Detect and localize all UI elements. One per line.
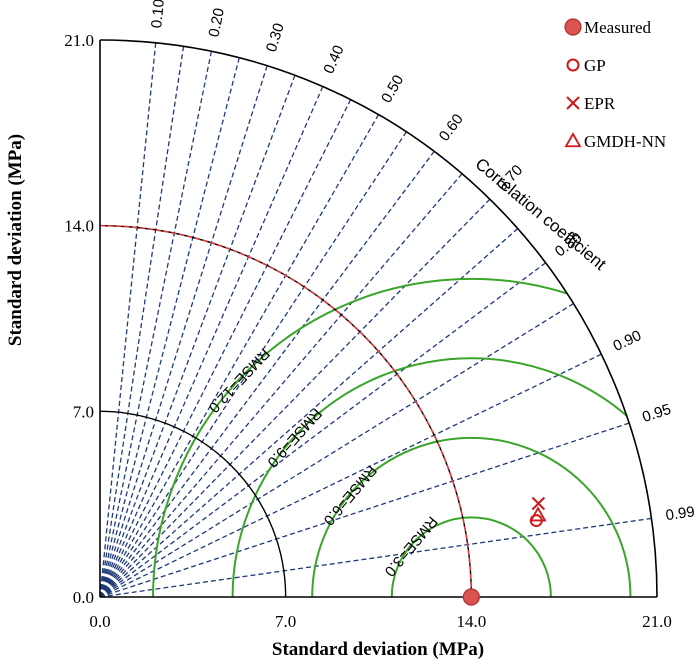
reference-arc bbox=[99, 224, 473, 598]
x-tick-label: 7.0 bbox=[275, 612, 296, 631]
rmse-contour bbox=[311, 436, 632, 597]
rmse-label: RMSE=6.0 bbox=[320, 462, 380, 529]
legend-label: GP bbox=[584, 56, 606, 75]
x-tick-label: 0.0 bbox=[89, 612, 110, 631]
correlation-tick-label: 0.20 bbox=[205, 7, 227, 39]
y-tick-label: 0.0 bbox=[73, 588, 94, 607]
rmse-contour bbox=[231, 357, 657, 597]
correlation-line bbox=[99, 151, 435, 598]
legend-marker bbox=[564, 18, 582, 36]
legend-marker bbox=[566, 96, 580, 110]
std-arc bbox=[99, 39, 658, 598]
y-tick-label: 21.0 bbox=[64, 31, 94, 50]
correlation-line bbox=[99, 228, 519, 598]
correlation-line bbox=[99, 198, 491, 598]
rmse-label: RMSE=3.0 bbox=[381, 513, 441, 580]
correlation-line bbox=[99, 131, 407, 598]
grid-layer bbox=[99, 42, 652, 598]
correlation-line bbox=[99, 99, 352, 598]
legend-marker bbox=[566, 58, 580, 72]
correlation-tick-label: 0.90 bbox=[610, 327, 644, 355]
correlation-line bbox=[99, 114, 380, 598]
correlation-line bbox=[99, 262, 546, 598]
rmse-contour bbox=[390, 516, 552, 597]
std-arc bbox=[99, 410, 287, 598]
correlation-line bbox=[99, 86, 324, 598]
correlation-tick-label: 0.60 bbox=[436, 111, 467, 145]
rmse-contours bbox=[152, 278, 657, 597]
x-tick-label: 21.0 bbox=[642, 612, 672, 631]
correlation-tick-label: 0.50 bbox=[378, 72, 407, 106]
axes bbox=[99, 40, 657, 598]
correlation-line bbox=[99, 46, 185, 598]
point-measured bbox=[462, 588, 480, 606]
correlation-line bbox=[99, 51, 213, 598]
correlation-line bbox=[99, 422, 630, 598]
x-axis-title: Standard deviation (MPa) bbox=[272, 639, 484, 660]
data-points bbox=[462, 496, 547, 606]
correlation-line bbox=[99, 57, 240, 598]
correlation-line bbox=[99, 303, 574, 598]
rmse-label: RMSE=12.0 bbox=[205, 345, 273, 416]
correlation-tick-label: 0.30 bbox=[263, 21, 288, 54]
legend-label: GMDH-NN bbox=[584, 132, 666, 151]
rmse-label: RMSE=9.0 bbox=[264, 405, 325, 471]
y-axis-title: Standard deviation (MPa) bbox=[5, 134, 26, 346]
correlation-tick-label: 0.40 bbox=[320, 43, 347, 77]
y-tick-label: 14.0 bbox=[64, 217, 94, 236]
point-gmdh-nn bbox=[529, 506, 547, 522]
correlation-line bbox=[99, 517, 652, 598]
correlation-line bbox=[99, 42, 157, 598]
legend-label: Measured bbox=[584, 18, 652, 37]
correlation-line bbox=[99, 353, 602, 598]
point-epr bbox=[531, 496, 546, 511]
std-arcs bbox=[99, 39, 658, 598]
legend-label: EPR bbox=[584, 94, 616, 113]
correlation-tick-label: 0.95 bbox=[640, 401, 673, 426]
rmse-contour bbox=[152, 278, 657, 597]
correlation-tick-label: 0.10 bbox=[148, 0, 168, 29]
correlation-line bbox=[99, 75, 296, 598]
y-tick-label: 7.0 bbox=[73, 402, 94, 421]
x-tick-label: 14.0 bbox=[456, 612, 486, 631]
correlation-tick-label: 0.99 bbox=[665, 503, 696, 524]
legend-marker bbox=[564, 132, 582, 148]
correlation-line bbox=[99, 65, 268, 598]
legend: Measured GP EPR GMDH-NN bbox=[564, 18, 666, 151]
